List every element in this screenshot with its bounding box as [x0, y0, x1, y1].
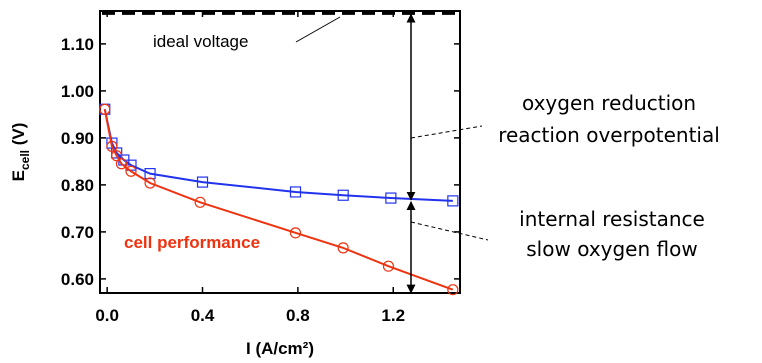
y-axis-title: Ecell (V) — [9, 123, 32, 182]
y-tick-label: 1.10 — [61, 35, 94, 54]
x-axis-title: I (A/cm²) — [246, 339, 314, 358]
y-axis-title-unit: (V) — [9, 123, 28, 150]
y-axis-title-subscript: cell — [18, 150, 32, 170]
x-tick-label: 1.2 — [381, 306, 405, 325]
y-tick-label: 0.70 — [61, 223, 94, 242]
internal-resistance-label-line1: internal resistance — [519, 207, 705, 231]
orr-overpotential-label-line2: reaction overpotential — [498, 123, 720, 147]
ideal-label-leader — [295, 16, 341, 43]
data-point-blue — [289, 186, 302, 198]
y-axis-title-main: E — [9, 170, 28, 181]
ir-leader-line — [410, 221, 489, 241]
data-point-red — [99, 103, 111, 115]
data-point-red — [382, 260, 395, 272]
data-point-red — [125, 165, 137, 177]
orr-leader-line — [410, 125, 483, 139]
ideal-voltage-label: ideal voltage — [153, 32, 248, 51]
x-tick-label: 0.8 — [286, 306, 310, 325]
x-tick-label: 0.4 — [191, 306, 215, 325]
data-point-red — [144, 177, 156, 189]
data-point-blue — [385, 192, 397, 204]
y-tick-label: 0.80 — [61, 176, 94, 195]
data-point-blue — [196, 176, 209, 188]
plot-frame — [99, 10, 461, 294]
internal-resistance-label-line2: slow oxygen flow — [526, 237, 697, 261]
y-tick-label: 0.90 — [61, 129, 94, 148]
y-tick-label: 0.60 — [61, 270, 94, 289]
data-point-red — [111, 150, 123, 162]
plot-area: 0.0 0.4 0.8 1.2 0.60 0.70 0.80 0.90 1.00 1.10 — [61, 10, 489, 325]
cell-performance-label: cell performance — [124, 233, 260, 252]
data-point-red — [289, 227, 302, 239]
data-point-red — [115, 158, 128, 170]
data-point-red — [447, 284, 459, 296]
orr-overpotential-label-line1: oxygen reduction — [522, 91, 696, 115]
x-tick-label: 0.0 — [95, 306, 119, 325]
data-point-red — [194, 196, 206, 208]
data-point-blue — [337, 189, 349, 201]
data-point-red — [337, 242, 349, 254]
data-point-red — [106, 140, 118, 152]
y-tick-label: 1.00 — [61, 82, 94, 101]
series-line-red — [103, 109, 454, 291]
series-line-blue — [103, 109, 453, 202]
data-point-blue — [447, 195, 459, 207]
